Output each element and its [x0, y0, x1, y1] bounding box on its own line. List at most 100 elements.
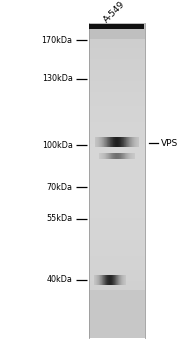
Bar	[88, 150, 145, 152]
Bar	[108, 153, 109, 159]
Bar	[88, 111, 145, 113]
Bar	[88, 28, 145, 29]
Bar	[109, 275, 110, 285]
Bar	[126, 153, 127, 159]
Bar	[88, 56, 145, 57]
Bar	[88, 336, 145, 338]
Bar	[104, 275, 105, 285]
Bar	[100, 275, 101, 285]
Bar	[121, 275, 122, 285]
Bar	[88, 124, 145, 125]
Bar	[101, 275, 102, 285]
Bar	[88, 254, 145, 256]
Bar	[101, 137, 102, 147]
Bar	[99, 275, 100, 285]
Bar	[88, 48, 145, 49]
Bar	[88, 166, 145, 168]
Bar	[88, 133, 145, 134]
Bar	[102, 137, 103, 147]
Bar	[88, 35, 145, 37]
Bar	[88, 220, 145, 221]
Bar	[117, 137, 118, 147]
Bar	[88, 210, 145, 212]
Bar	[130, 153, 131, 159]
Bar	[88, 243, 145, 245]
Text: 70kDa: 70kDa	[47, 183, 73, 192]
Bar	[88, 264, 145, 265]
Bar	[111, 137, 112, 147]
Bar	[88, 215, 145, 216]
Bar	[101, 153, 102, 159]
Bar	[88, 61, 145, 62]
Bar	[88, 105, 145, 106]
Bar	[88, 197, 145, 199]
Bar	[88, 246, 145, 248]
Bar	[100, 137, 101, 147]
Bar	[124, 137, 125, 147]
Bar	[88, 240, 145, 241]
Bar	[110, 153, 111, 159]
Bar	[124, 275, 125, 285]
Bar	[88, 199, 145, 201]
Bar	[88, 314, 145, 316]
Bar	[88, 270, 145, 272]
Text: A-549: A-549	[102, 0, 127, 25]
Bar	[119, 137, 120, 147]
Bar	[88, 258, 145, 259]
Bar	[88, 69, 145, 70]
Bar	[88, 286, 145, 287]
Text: 55kDa: 55kDa	[46, 214, 73, 223]
Bar	[88, 241, 145, 243]
Bar	[88, 265, 145, 267]
Bar	[88, 93, 145, 95]
Bar	[110, 275, 111, 285]
Bar	[88, 309, 145, 311]
Bar	[88, 183, 145, 185]
Bar	[88, 42, 145, 43]
Bar	[88, 301, 145, 303]
Bar	[134, 137, 135, 147]
Text: 130kDa: 130kDa	[42, 74, 73, 83]
Bar	[88, 114, 145, 116]
Bar	[119, 275, 120, 285]
Bar	[130, 137, 131, 147]
Bar	[88, 78, 145, 79]
Bar	[88, 317, 145, 319]
Bar	[88, 281, 145, 282]
Bar	[88, 272, 145, 273]
Bar	[129, 153, 130, 159]
Bar	[88, 119, 145, 120]
Bar	[88, 268, 145, 270]
Bar	[99, 153, 100, 159]
Bar	[88, 117, 145, 119]
Bar	[88, 135, 145, 136]
Bar	[98, 275, 99, 285]
Bar	[88, 127, 145, 128]
Bar	[131, 153, 132, 159]
Bar	[113, 275, 114, 285]
Bar	[88, 196, 145, 197]
Bar	[88, 178, 145, 180]
Bar	[88, 87, 145, 89]
Bar	[106, 153, 107, 159]
Bar	[88, 262, 145, 264]
Bar	[88, 201, 145, 202]
Bar	[88, 248, 145, 250]
Bar	[129, 137, 130, 147]
Bar	[88, 75, 145, 76]
Bar	[88, 316, 145, 317]
Bar	[88, 92, 145, 93]
Bar	[88, 67, 145, 69]
Bar	[121, 137, 122, 147]
Bar	[136, 137, 137, 147]
Bar	[88, 153, 145, 155]
Bar	[128, 137, 129, 147]
Bar	[88, 57, 145, 59]
Bar	[88, 139, 145, 141]
Bar	[88, 279, 145, 281]
Bar	[88, 147, 145, 149]
Bar	[105, 137, 106, 147]
Bar	[133, 137, 134, 147]
Bar	[88, 195, 145, 196]
Bar	[88, 155, 145, 157]
